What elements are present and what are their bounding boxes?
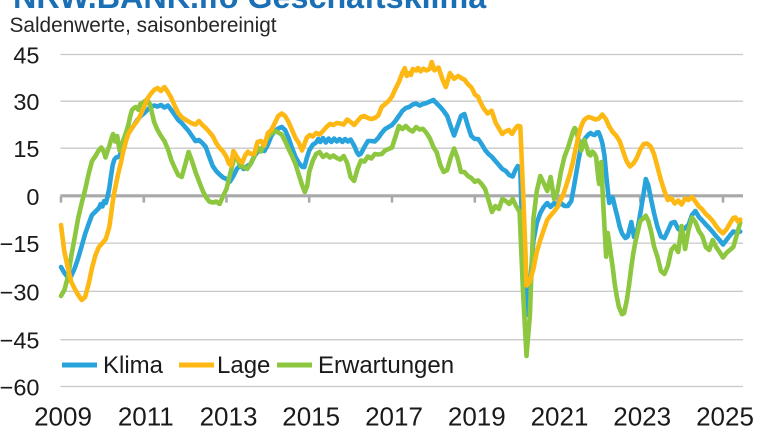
svg-text:2021: 2021: [531, 402, 589, 431]
svg-text:2017: 2017: [365, 402, 423, 431]
svg-text:Saldenwerte, saisonbereinigt: Saldenwerte, saisonbereinigt: [10, 14, 277, 37]
svg-text:−30: −30: [0, 279, 40, 305]
svg-text:−60: −60: [0, 375, 40, 401]
svg-text:Erwartungen: Erwartungen: [318, 352, 454, 379]
svg-text:−45: −45: [0, 328, 40, 354]
svg-text:2011: 2011: [118, 402, 174, 431]
svg-text:2013: 2013: [200, 402, 258, 431]
svg-text:2025: 2025: [696, 402, 754, 431]
svg-text:30: 30: [13, 89, 39, 115]
svg-text:−15: −15: [0, 231, 40, 257]
svg-text:Klima: Klima: [103, 352, 164, 379]
svg-text:NRW.BANK.ifo Geschäftsklima: NRW.BANK.ifo Geschäftsklima: [13, 0, 487, 15]
svg-text:2023: 2023: [613, 402, 671, 431]
svg-text:2009: 2009: [34, 402, 92, 431]
svg-text:0: 0: [26, 184, 39, 210]
svg-text:Lage: Lage: [217, 352, 270, 379]
svg-text:2019: 2019: [448, 402, 506, 431]
svg-text:15: 15: [13, 136, 39, 162]
svg-text:45: 45: [13, 43, 39, 69]
svg-text:2015: 2015: [282, 402, 340, 431]
